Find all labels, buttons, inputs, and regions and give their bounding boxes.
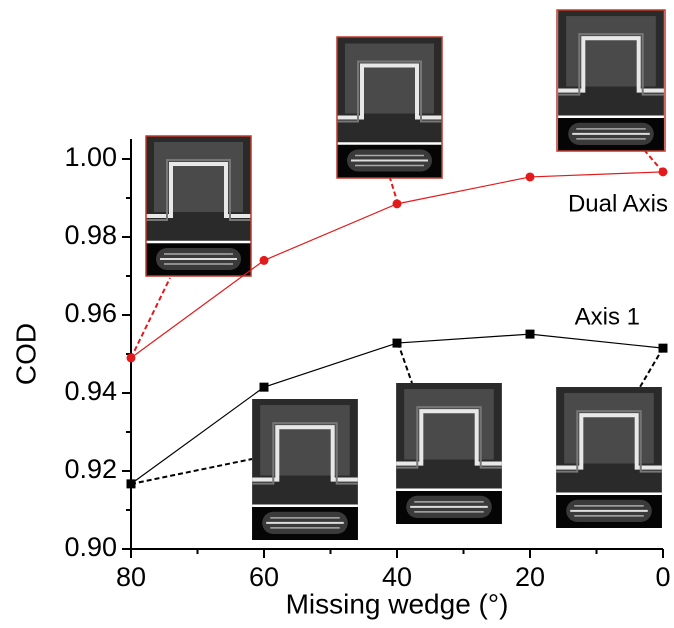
inset-image	[337, 38, 442, 178]
inset-border	[556, 9, 666, 152]
connector	[130, 458, 253, 485]
inset-image	[556, 387, 662, 528]
point	[658, 167, 668, 177]
series-label: Axis 1	[575, 303, 640, 330]
series-label: Dual Axis	[568, 190, 668, 217]
point	[259, 382, 269, 392]
x-tick-label: 60	[249, 562, 279, 592]
y-tick-label: 0.92	[64, 454, 117, 484]
point	[259, 255, 269, 265]
y-tick-label: 0.98	[64, 220, 117, 250]
point	[392, 338, 402, 348]
y-tick-label: 0.96	[64, 298, 117, 328]
connector	[644, 150, 664, 173]
x-tick-label: 0	[655, 562, 670, 592]
connector	[639, 347, 664, 388]
x-axis-label: Missing wedge (°)	[286, 588, 509, 619]
inset-image	[396, 383, 502, 524]
y-tick-label: 0.90	[64, 532, 117, 562]
inset-border	[145, 135, 252, 277]
inset-image	[252, 399, 358, 540]
x-tick-label: 20	[515, 562, 545, 592]
point	[658, 343, 668, 353]
point	[525, 329, 535, 339]
inset-image	[558, 10, 664, 151]
insets	[130, 9, 666, 540]
point	[126, 353, 136, 363]
x-tick-label: 40	[382, 562, 412, 592]
inset-border	[336, 36, 443, 179]
y-axis-label: COD	[10, 323, 41, 385]
y-tick-label: 0.94	[64, 376, 117, 406]
point	[392, 199, 402, 209]
point	[525, 172, 535, 182]
point	[126, 479, 136, 489]
y-tick-label: 1.00	[64, 142, 117, 172]
x-tick-label: 80	[116, 562, 146, 592]
connector	[130, 277, 171, 359]
inset-image	[146, 136, 251, 276]
connector	[397, 342, 413, 384]
